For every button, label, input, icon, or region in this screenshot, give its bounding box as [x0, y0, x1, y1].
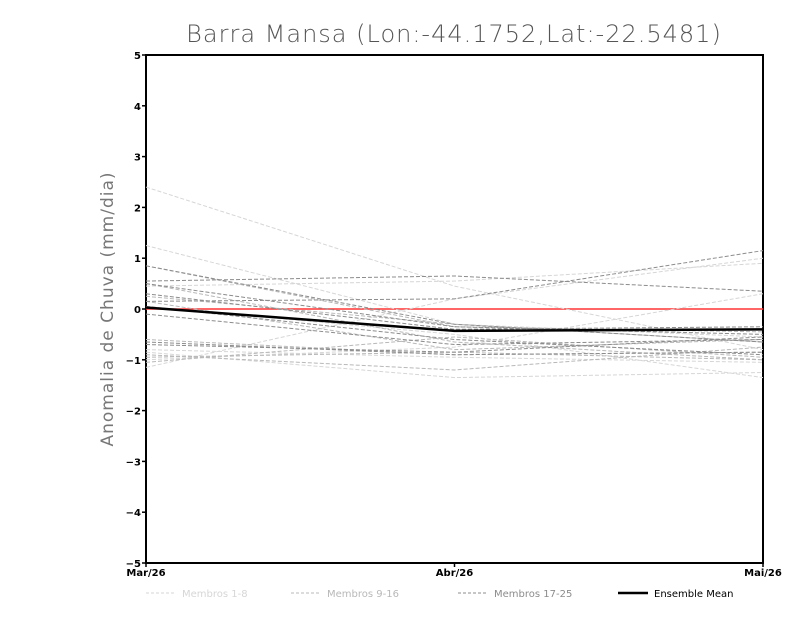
member-series-line [145, 349, 764, 363]
member-series-line [145, 262, 764, 287]
y-tick-label: 4 [134, 102, 141, 113]
legend-label: Membros 9-16 [327, 589, 399, 600]
member-series-line [145, 336, 764, 353]
legend-label: Ensemble Mean [654, 589, 733, 600]
x-tick-label: Mai/26 [744, 568, 782, 579]
member-series-line [145, 341, 764, 356]
y-tick-label: 1 [134, 254, 141, 265]
member-series-line [145, 313, 764, 346]
y-tick-label: 0 [134, 305, 141, 316]
y-tick-label: −3 [126, 457, 141, 468]
legend-label: Membros 1-8 [182, 589, 248, 600]
member-series-line [145, 283, 764, 361]
x-tick-label: Mar/26 [126, 568, 165, 579]
y-tick-label: −5 [126, 559, 141, 570]
member-series-line [145, 351, 764, 379]
member-series-line [145, 293, 764, 330]
legend-label: Membros 17-25 [494, 589, 572, 600]
y-tick-label: −4 [126, 508, 141, 519]
member-series-line [145, 305, 764, 356]
member-series-line [145, 283, 764, 335]
y-tick-label: 3 [134, 153, 141, 164]
chart-title: Barra Mansa (Lon:-44.1752,Lat:-22.5481) [186, 20, 722, 48]
ensemble-mean-line [145, 306, 764, 333]
member-series-line [145, 346, 764, 371]
member-series-line [145, 336, 764, 363]
member-series-line [145, 250, 764, 302]
member-series-line [145, 265, 764, 333]
y-axis-label: Anomalia de Chuva (mm/dia) [98, 171, 118, 446]
plot-area: −5 −4 −3 −2 −1 0 1 2 3 4 5 Mar/26 Abr/26 Mai/26 [126, 51, 782, 579]
member-series-line [145, 186, 764, 351]
legend: Membros 1-8 Membros 9-16 Membros 17-25 Ense… [146, 589, 733, 600]
y-tick-label: 2 [134, 203, 141, 214]
x-tick-label: Abr/26 [436, 568, 473, 579]
member-series-line [145, 265, 764, 343]
y-tick-label: −2 [126, 407, 141, 418]
member-series-line [145, 275, 764, 292]
y-tick-label: −1 [126, 356, 141, 367]
y-tick-label: 5 [134, 51, 141, 62]
